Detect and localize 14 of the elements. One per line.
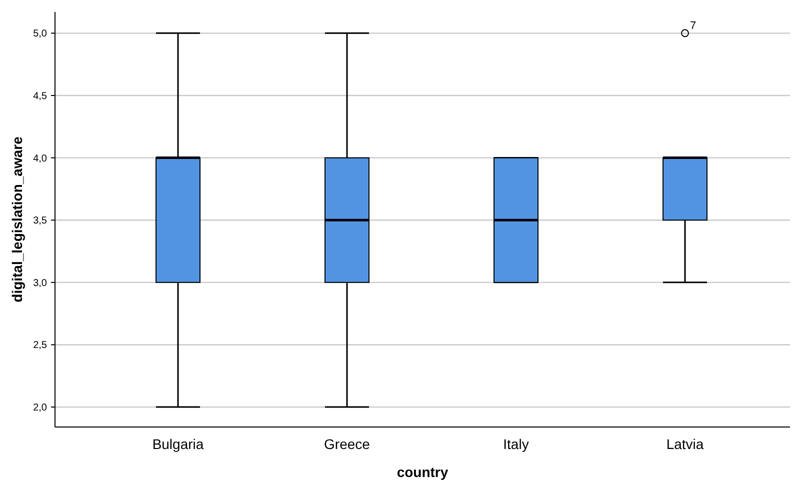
x-axis-title: country [396, 464, 448, 480]
y-tick-label: 2,5 [33, 340, 48, 352]
y-tick-label: 2,0 [33, 402, 48, 414]
y-tick-label: 3,0 [33, 278, 48, 289]
y-tick-label: 4,5 [33, 91, 48, 102]
y-axis-title: digital_legislation_aware [9, 136, 25, 302]
y-tick-label: 5,0 [33, 28, 48, 40]
y-tick-label: 3,5 [33, 216, 48, 227]
x-tick-label: Italy [503, 436, 529, 452]
annotation: 7 [690, 20, 696, 32]
x-tick-label: Greece [324, 436, 370, 452]
x-tick-label: Latvia [666, 436, 704, 452]
y-tick-label: 4,0 [33, 153, 48, 164]
x-tick-label: Bulgaria [152, 436, 204, 452]
